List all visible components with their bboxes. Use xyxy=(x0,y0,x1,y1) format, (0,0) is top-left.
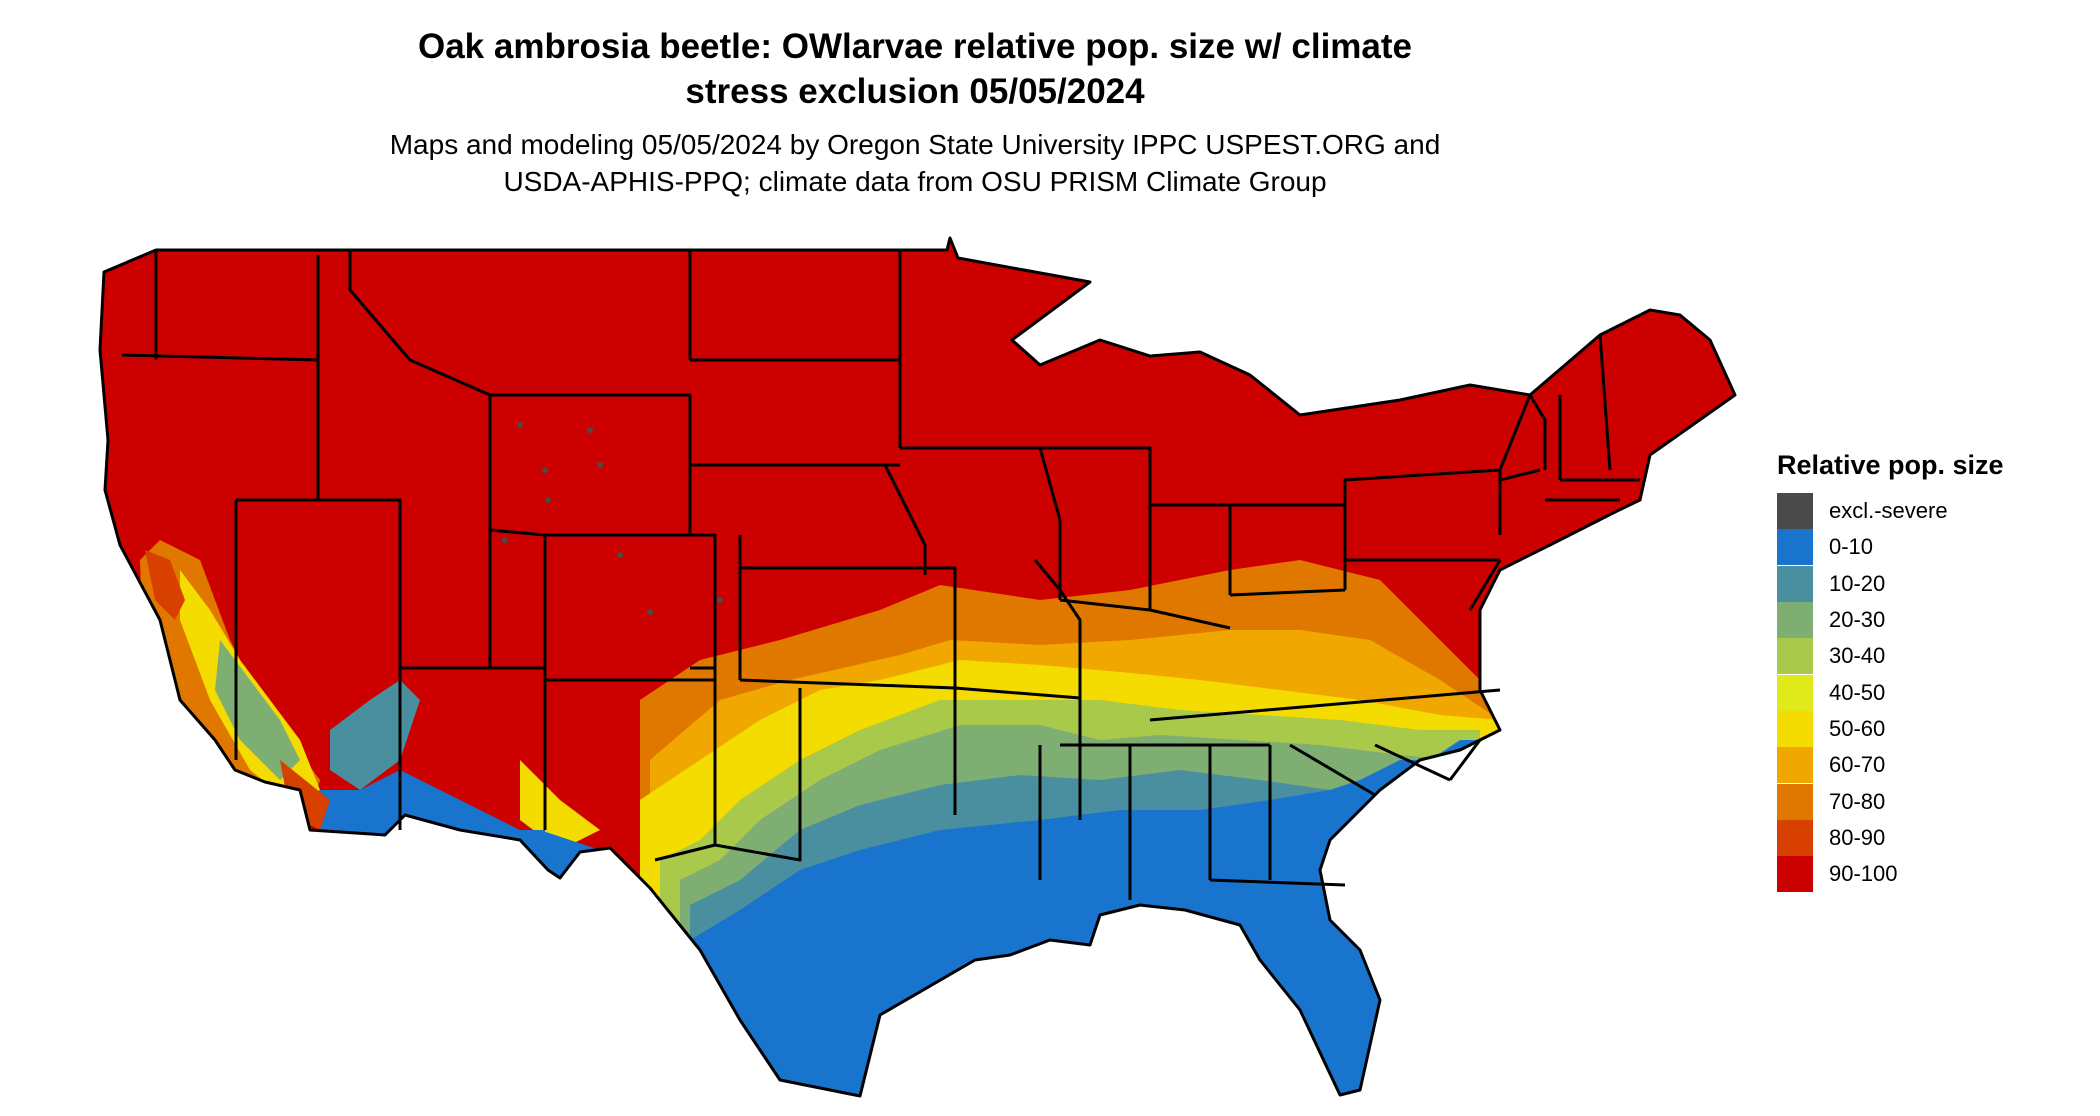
legend-item: 60-70 xyxy=(1777,747,2077,784)
legend-item: 90-100 xyxy=(1777,856,2077,893)
legend-label: 0-10 xyxy=(1829,534,1874,560)
severe-exclusion-patch xyxy=(517,422,523,428)
legend-item: 80-90 xyxy=(1777,819,2077,856)
legend-label: 90-100 xyxy=(1829,861,1898,887)
state-boundaries xyxy=(98,236,1737,1098)
legend-item: 10-20 xyxy=(1777,565,2077,602)
legend-label: 80-90 xyxy=(1829,824,1886,850)
map-subtitle: Maps and modeling 05/05/2024 by Oregon S… xyxy=(300,126,1530,200)
legend-swatch xyxy=(1777,493,1813,530)
legend-swatch xyxy=(1777,783,1813,820)
map-title: Oak ambrosia beetle: OWlarvae relative p… xyxy=(300,24,1530,114)
legend-items: excl.-severe 0-10 10-20 20-30 30-40 40-50 50-6… xyxy=(1777,493,2077,893)
raster-band xyxy=(145,550,330,830)
legend-item: 30-40 xyxy=(1777,638,2077,675)
legend-swatch xyxy=(1777,710,1813,747)
legend-swatch xyxy=(1777,819,1813,856)
legend-item: 70-80 xyxy=(1777,783,2077,820)
severe-exclusion-patch xyxy=(542,467,548,473)
map-subtitle-line-2: USDA-APHIS-PPQ; climate data from OSU PR… xyxy=(503,166,1327,197)
severe-exclusion-patch xyxy=(545,497,551,503)
legend-swatch xyxy=(1777,638,1813,675)
severe-exclusion-patch xyxy=(617,552,623,558)
legend-label: excl.-severe xyxy=(1829,498,1948,524)
state-lines-west xyxy=(121,250,717,830)
map-title-line-1: Oak ambrosia beetle: OWlarvae relative p… xyxy=(417,27,1412,66)
legend-item: 40-50 xyxy=(1777,674,2077,711)
legend-swatch xyxy=(1777,602,1813,639)
legend-item: 0-10 xyxy=(1777,529,2077,566)
legend-swatch xyxy=(1777,856,1813,893)
map-subtitle-line-1: Maps and modeling 05/05/2024 by Oregon S… xyxy=(389,129,1441,160)
raster-detail xyxy=(502,422,723,615)
legend-item: 20-30 xyxy=(1777,602,2077,639)
legend-swatch xyxy=(1777,747,1813,784)
legend-label: 10-20 xyxy=(1829,570,1886,596)
severe-exclusion-patch xyxy=(717,597,723,603)
legend: Relative pop. size excl.-severe 0-10 10-20… xyxy=(1777,448,2077,893)
legend-swatch xyxy=(1777,674,1813,711)
severe-exclusion-patch xyxy=(647,609,653,615)
legend-label: 50-60 xyxy=(1829,715,1886,741)
state-lines-east xyxy=(1038,334,1640,900)
map-title-line-2: stress exclusion 05/05/2024 xyxy=(685,72,1145,111)
legend-swatch xyxy=(1777,565,1813,602)
legend-label: 60-70 xyxy=(1829,752,1886,778)
state-lines-central xyxy=(654,250,1082,862)
legend-item: excl.-severe xyxy=(1777,493,2077,530)
legend-swatch xyxy=(1777,529,1813,566)
legend-title: Relative pop. size xyxy=(1777,450,2004,480)
legend-label: 40-50 xyxy=(1829,679,1886,705)
severe-exclusion-patch xyxy=(587,427,593,433)
severe-exclusion-patch xyxy=(597,462,603,468)
legend-item: 50-60 xyxy=(1777,710,2077,747)
legend-label: 20-30 xyxy=(1829,607,1886,633)
legend-label: 30-40 xyxy=(1829,643,1886,669)
legend-label: 70-80 xyxy=(1829,788,1886,814)
severe-exclusion-patch xyxy=(502,537,508,543)
